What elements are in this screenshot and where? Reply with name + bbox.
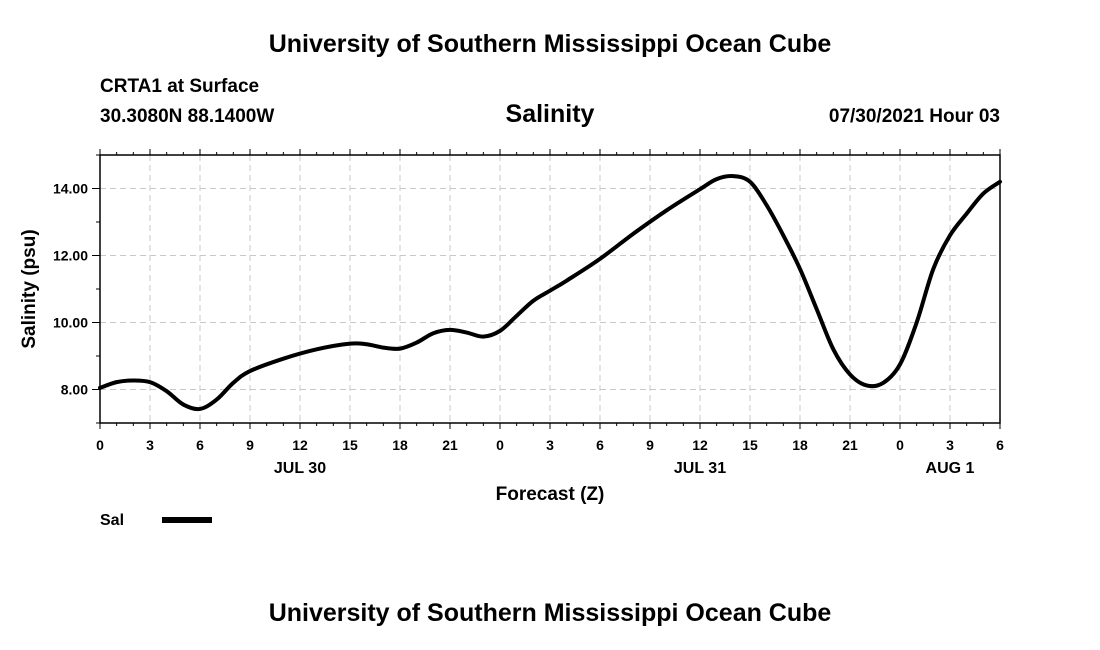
x-tick-label: 21 <box>842 437 858 453</box>
x-tick-label: 15 <box>342 437 358 453</box>
x-tick-label: 15 <box>742 437 758 453</box>
x-tick-label: 18 <box>392 437 408 453</box>
x-tick-label: 12 <box>292 437 308 453</box>
x-tick-label: 6 <box>196 437 204 453</box>
date-label: JUL 30 <box>274 460 326 477</box>
station-label: CRTA1 at Surface <box>100 76 260 97</box>
x-tick-label: 9 <box>246 437 254 453</box>
axis-labels: 0 3 6 9 12 15 18 21 0 3 6 9 12 15 18 21 0 3 6 8.00 10.00 12.0… <box>53 181 1004 478</box>
x-tick-label: 21 <box>442 437 458 453</box>
x-tick-label: 9 <box>646 437 654 453</box>
y-axis-title: Salinity (psu) <box>19 229 40 348</box>
x-tick-label: 6 <box>596 437 604 453</box>
coordinates-label: 30.3080N 88.1400W <box>100 106 275 127</box>
footer-title: University of Southern Mississippi Ocean… <box>268 599 832 627</box>
datetime-label: 07/30/2021 Hour 03 <box>828 106 1000 127</box>
x-tick-label: 3 <box>946 437 954 453</box>
y-tick-label: 14.00 <box>53 181 88 197</box>
date-label: AUG 1 <box>926 460 975 477</box>
grid <box>100 155 1000 423</box>
page-title: University of Southern Mississippi Ocean… <box>268 30 832 58</box>
x-tick-label: 0 <box>96 437 104 453</box>
y-tick-label: 8.00 <box>61 382 88 398</box>
x-tick-label: 18 <box>792 437 808 453</box>
variable-title: Salinity <box>505 100 595 128</box>
y-tick-label: 10.00 <box>53 315 88 331</box>
x-tick-label: 3 <box>146 437 154 453</box>
x-axis-title: Forecast (Z) <box>496 484 605 505</box>
x-tick-label: 0 <box>896 437 904 453</box>
x-tick-label: 3 <box>546 437 554 453</box>
y-tick-label: 12.00 <box>53 248 88 264</box>
x-tick-label: 0 <box>496 437 504 453</box>
legend-label: Sal <box>100 512 124 529</box>
date-label: JUL 31 <box>674 460 726 477</box>
plot-frame <box>99 154 1001 424</box>
series-layer <box>98 174 1002 412</box>
x-tick-label: 6 <box>996 437 1004 453</box>
x-tick-label: 12 <box>692 437 708 453</box>
series-line-sal <box>98 174 1002 412</box>
